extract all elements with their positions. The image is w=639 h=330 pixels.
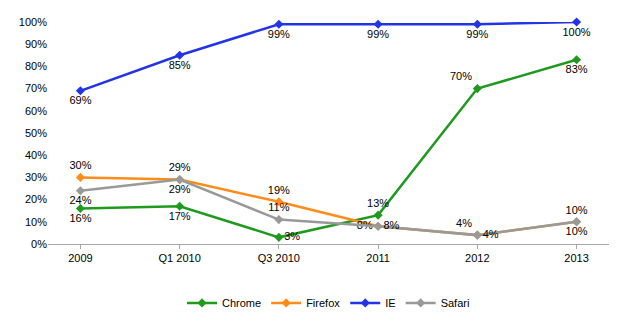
svg-text:19%: 19%	[268, 184, 290, 196]
svg-text:99%: 99%	[466, 28, 488, 40]
svg-text:70%: 70%	[450, 70, 472, 82]
svg-text:90%: 90%	[25, 38, 47, 50]
svg-text:50%: 50%	[25, 127, 47, 139]
svg-text:2012: 2012	[465, 252, 489, 264]
svg-text:69%: 69%	[69, 94, 91, 106]
svg-text:99%: 99%	[268, 28, 290, 40]
svg-text:29%: 29%	[169, 183, 191, 195]
svg-text:24%: 24%	[69, 194, 91, 206]
svg-text:20%: 20%	[25, 193, 47, 205]
svg-text:13%: 13%	[367, 197, 389, 209]
svg-text:0%: 0%	[31, 238, 47, 250]
svg-text:10%: 10%	[566, 204, 588, 216]
svg-text:29%: 29%	[169, 161, 191, 173]
svg-text:4%: 4%	[483, 228, 499, 240]
svg-text:Firefox: Firefox	[306, 297, 340, 309]
svg-text:99%: 99%	[367, 28, 389, 40]
svg-text:2011: 2011	[366, 252, 390, 264]
svg-text:8%: 8%	[383, 219, 399, 231]
svg-text:100%: 100%	[19, 16, 47, 28]
svg-text:40%: 40%	[25, 149, 47, 161]
svg-text:17%: 17%	[169, 210, 191, 222]
svg-text:80%: 80%	[25, 60, 47, 72]
svg-text:2009: 2009	[68, 252, 92, 264]
svg-text:Chrome: Chrome	[222, 297, 261, 309]
svg-text:2013: 2013	[564, 252, 588, 264]
svg-text:10%: 10%	[25, 216, 47, 228]
svg-text:30%: 30%	[25, 171, 47, 183]
svg-text:IE: IE	[385, 297, 395, 309]
svg-text:8%: 8%	[357, 219, 373, 231]
svg-text:100%: 100%	[562, 26, 590, 38]
svg-text:Q1 2010: Q1 2010	[159, 252, 201, 264]
svg-text:16%: 16%	[69, 212, 91, 224]
svg-text:85%: 85%	[169, 59, 191, 71]
svg-text:4%: 4%	[456, 217, 472, 229]
svg-text:70%: 70%	[25, 82, 47, 94]
svg-text:11%: 11%	[268, 201, 289, 213]
svg-text:83%: 83%	[566, 63, 588, 75]
svg-text:60%: 60%	[25, 105, 47, 117]
svg-text:Q3 2010: Q3 2010	[258, 252, 300, 264]
svg-text:30%: 30%	[69, 159, 91, 171]
svg-text:Safari: Safari	[441, 297, 470, 309]
svg-text:3%: 3%	[284, 230, 300, 242]
svg-text:10%: 10%	[566, 225, 588, 237]
